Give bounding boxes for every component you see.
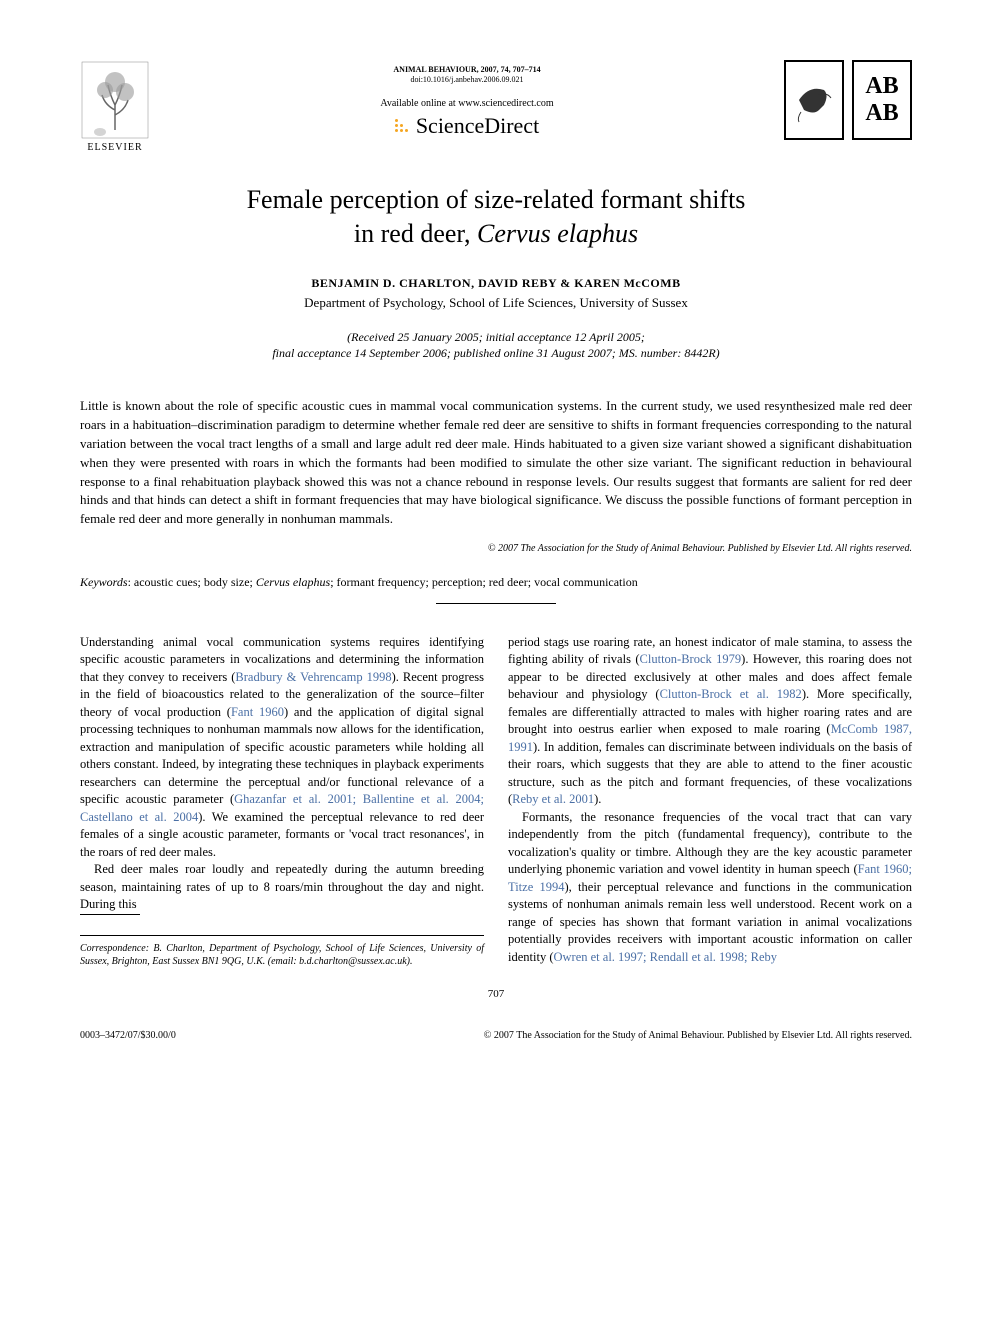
- left-column: Understanding animal vocal communication…: [80, 634, 484, 968]
- elsevier-tree-icon: [80, 60, 150, 140]
- journal-citation: ANIMAL BEHAVIOUR, 2007, 74, 707–714: [150, 65, 784, 75]
- sciencedirect-logo: ScienceDirect: [150, 113, 784, 139]
- page-number: 707: [80, 988, 912, 1000]
- abstract: Little is known about the role of specif…: [80, 397, 912, 529]
- keywords: Keywords: acoustic cues; body size; Cerv…: [80, 574, 912, 591]
- citation-link[interactable]: Reby et al. 2001: [512, 792, 594, 806]
- body-paragraph: Understanding animal vocal communication…: [80, 634, 484, 862]
- body-paragraph: Formants, the resonance frequencies of t…: [508, 809, 912, 967]
- right-column: period stags use roaring rate, an honest…: [508, 634, 912, 968]
- elsevier-logo: ELSEVIER: [80, 60, 150, 153]
- available-online-text: Available online at www.sciencedirect.co…: [150, 98, 784, 109]
- body-paragraph: Red deer males roar loudly and repeatedl…: [80, 861, 484, 914]
- issn-info: 0003–3472/07/$30.00/0: [80, 1030, 176, 1041]
- sciencedirect-dots-icon: [395, 119, 408, 132]
- citation-link[interactable]: Clutton-Brock 1979: [640, 652, 742, 666]
- header-logos: ELSEVIER ANIMAL BEHAVIOUR, 2007, 74, 707…: [80, 60, 912, 153]
- copyright-notice: © 2007 The Association for the Study of …: [80, 543, 912, 554]
- article-title: Female perception of size-related forman…: [80, 183, 912, 251]
- footnote-rule: [80, 914, 140, 915]
- keywords-label: Keywords: [80, 575, 128, 589]
- citation-link[interactable]: Clutton-Brock et al. 1982: [660, 687, 802, 701]
- citation-link[interactable]: Owren et al. 1997; Rendall et al. 1998; …: [553, 950, 777, 964]
- doi: doi:10.1016/j.anbehav.2006.09.021: [150, 75, 784, 85]
- elsevier-name: ELSEVIER: [87, 142, 142, 153]
- section-divider: [436, 603, 556, 604]
- affiliation: Department of Psychology, School of Life…: [80, 295, 912, 311]
- ab-badge-icon: AB AB: [852, 60, 912, 140]
- correspondence-footnote: Correspondence: B. Charlton, Department …: [80, 935, 484, 968]
- page-footer: 0003–3472/07/$30.00/0 © 2007 The Associa…: [80, 1030, 912, 1041]
- authors: BENJAMIN D. CHARLTON, DAVID REBY & KAREN…: [80, 276, 912, 291]
- bird-badge-icon: [784, 60, 844, 140]
- manuscript-dates: (Received 25 January 2005; initial accep…: [80, 329, 912, 363]
- header-center: ANIMAL BEHAVIOUR, 2007, 74, 707–714 doi:…: [150, 60, 784, 139]
- body-paragraph: period stags use roaring rate, an honest…: [508, 634, 912, 809]
- body-text: Understanding animal vocal communication…: [80, 634, 912, 968]
- journal-badges: AB AB: [784, 60, 912, 140]
- footer-copyright: © 2007 The Association for the Study of …: [484, 1030, 912, 1041]
- sciencedirect-text: ScienceDirect: [416, 113, 539, 139]
- citation-link[interactable]: Fant 1960: [231, 705, 284, 719]
- citation-link[interactable]: Bradbury & Vehrencamp 1998: [235, 670, 391, 684]
